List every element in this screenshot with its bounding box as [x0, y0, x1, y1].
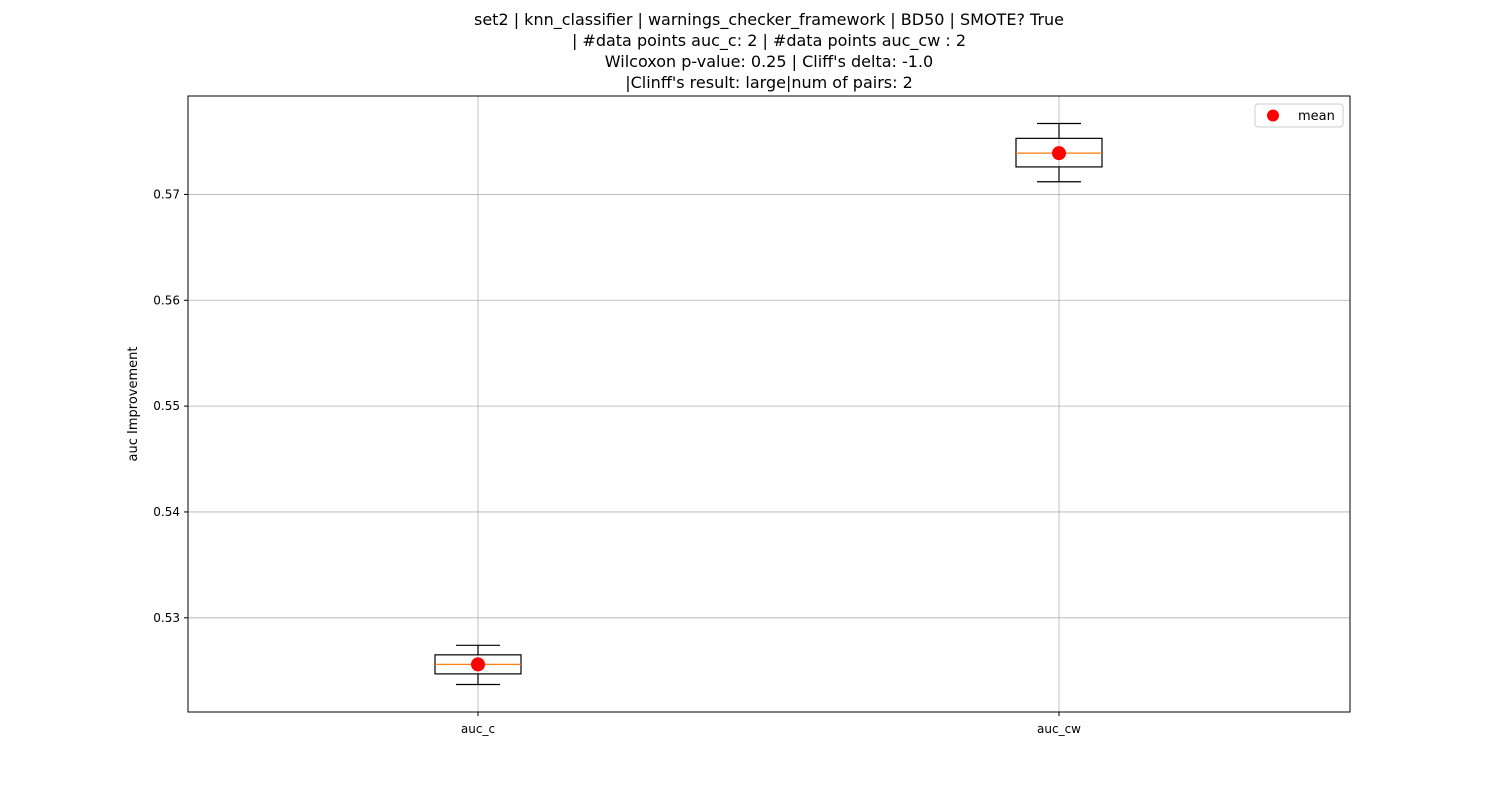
title-line: set2 | knn_classifier | warnings_checker… — [474, 10, 1064, 30]
plot-area-frame — [187, 95, 1351, 713]
y-axis-label: auc Improvement — [126, 347, 141, 462]
grid-lines — [188, 96, 1350, 712]
y-tick-label: 0.56 — [153, 293, 180, 307]
legend: mean — [1254, 103, 1344, 128]
legend-mean-marker — [1267, 109, 1279, 122]
chart-title: set2 | knn_classifier | warnings_checker… — [474, 10, 1064, 92]
box-auc_c — [434, 644, 522, 686]
boxes — [434, 122, 1103, 686]
legend-label: mean — [1298, 109, 1335, 124]
mean-marker — [471, 657, 485, 672]
y-tick-label: 0.55 — [153, 399, 180, 413]
x-axis-ticks: auc_c auc_cw — [461, 712, 1081, 736]
legend-frame — [1254, 103, 1344, 128]
x-tick-label: auc_cw — [1037, 722, 1081, 736]
y-tick-label: 0.54 — [153, 505, 180, 519]
box-auc_cw — [1015, 122, 1103, 183]
y-axis-ticks: 0.53 0.54 0.55 0.56 0.57 — [153, 187, 188, 625]
x-tick-label: auc_c — [461, 722, 495, 736]
mean-marker — [1052, 146, 1066, 161]
y-tick-label: 0.53 — [153, 611, 180, 625]
y-tick-label: 0.57 — [153, 187, 180, 201]
title-line: Wilcoxon p-value: 0.25 | Cliff's delta: … — [605, 52, 933, 71]
title-line: | #data points auc_c: 2 | #data points a… — [572, 31, 966, 51]
title-line: |Clinff's result: large|num of pairs: 2 — [625, 73, 913, 92]
